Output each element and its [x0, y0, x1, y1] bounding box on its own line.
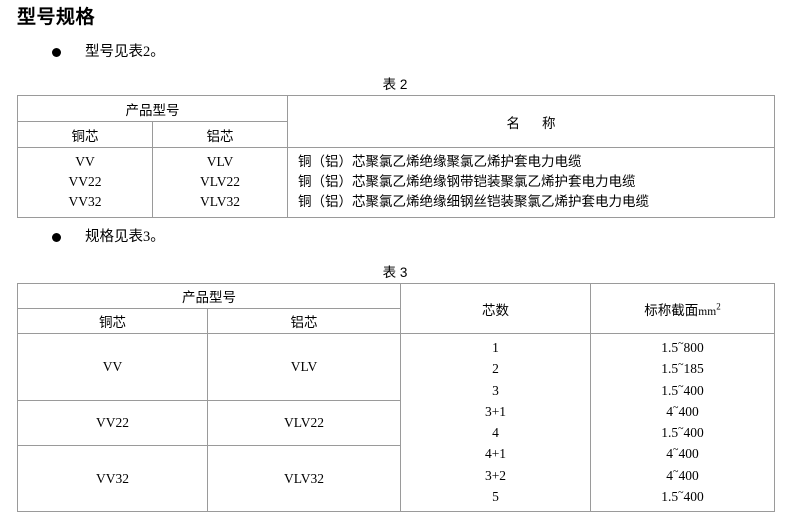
- bullet-dot-icon: [52, 47, 61, 57]
- table2-copper-model: VV22: [68, 174, 102, 189]
- table3-copper-model: VV32: [17, 444, 208, 512]
- table3-header-row-1: 产品型号 芯数 标称截面mm2: [17, 283, 775, 334]
- table2-header-aluminum-core: 铝芯: [152, 121, 288, 148]
- table3-header-aluminum-core: 铝芯: [207, 308, 401, 334]
- table3-body-row: VV32 VLV32: [17, 444, 775, 512]
- table3-core-count-value: 1: [492, 340, 499, 355]
- bullet-item-table2-ref: 型号见表2。: [52, 43, 165, 61]
- bullet-item-table3-ref: 规格见表3。: [52, 228, 165, 246]
- table3-core-counts: 1 2 3 3+1 4 4+1 3+2 5: [400, 332, 591, 512]
- table3-section-value: 1.5~185: [661, 359, 704, 377]
- table2-caption: 表 2: [382, 77, 408, 92]
- table3-body-row: VV22 VLV22: [17, 399, 775, 446]
- table3-copper-model: VV: [17, 333, 208, 401]
- table3-core-count-value: 4+1: [484, 446, 507, 462]
- table3-core-count-value: 3: [492, 382, 499, 398]
- table2-header-name: 名称: [287, 95, 775, 148]
- table3-body-row: VV VLV 1 2 3 3+1 4 4+1 3+2 5 1.5~800 1.5…: [17, 332, 775, 512]
- table2-aluminum-models: VLV VLV22 VLV32: [152, 147, 288, 218]
- table3-section-value: 1.5~400: [661, 487, 704, 505]
- table2-header-name-part1: 名: [506, 115, 521, 131]
- table3-core-count-value: 4: [492, 425, 499, 441]
- table2-copper-model: VV: [75, 154, 95, 169]
- table3-section-value: 4~400: [666, 466, 699, 483]
- table2-aluminum-model: VLV: [206, 154, 234, 169]
- table-model-designations: 产品型号 名称 铜芯 铝芯 VV VV22 VV32 VLV: [17, 95, 775, 218]
- table2-header-row-1: 产品型号 名称: [17, 95, 775, 148]
- table3-section-value: 1.5~800: [661, 338, 704, 355]
- table3-header-unit: mm: [698, 305, 717, 318]
- table3-aluminum-model: VLV: [207, 333, 401, 401]
- table2-body-row: VV VV22 VV32 VLV VLV22 VLV32 铜（铝）芯聚氯乙烯绝缘…: [17, 147, 775, 218]
- table2-header-copper-core: 铜芯: [17, 121, 153, 148]
- table2-name-value: 铜（铝）芯聚氯乙烯绝缘聚氯乙烯护套电力电缆: [298, 154, 582, 169]
- table3-header-nominal-section-label: 标称截面: [644, 302, 699, 318]
- table3-section-value: 1.5~400: [661, 423, 704, 441]
- page-title: 型号规格: [17, 7, 96, 28]
- bullet-item-label: 型号见表2。: [85, 44, 165, 60]
- table2-name-value: 铜（铝）芯聚氯乙烯绝缘细钢丝铠装聚氯乙烯护套电力电缆: [298, 194, 649, 209]
- table3-section-value: 4~400: [666, 402, 699, 419]
- table3-nominal-sections: 1.5~800 1.5~185 1.5~400 4~400 1.5~400 4~…: [590, 332, 775, 512]
- table3-header-unit-exponent: 2: [716, 301, 721, 311]
- table3-copper-model: VV22: [17, 399, 208, 446]
- table2-name-value: 铜（铝）芯聚氯乙烯绝缘钢带铠装聚氯乙烯护套电力电缆: [298, 174, 636, 189]
- table2-copper-model: VV32: [68, 194, 102, 209]
- table3-section-value: 4~400: [666, 444, 699, 462]
- table3-header-row-2: 铜芯 铝芯: [17, 308, 775, 334]
- table2-aluminum-model: VLV22: [199, 174, 240, 189]
- bullet-item-label: 规格见表3。: [85, 229, 165, 245]
- table3-core-count-value: 5: [492, 489, 499, 505]
- table2-header-product-model: 产品型号: [17, 95, 288, 122]
- table3-header-product-model: 产品型号: [17, 283, 401, 309]
- table3-caption: 表 3: [382, 265, 408, 280]
- table2-names: 铜（铝）芯聚氯乙烯绝缘聚氯乙烯护套电力电缆 铜（铝）芯聚氯乙烯绝缘钢带铠装聚氯乙…: [287, 147, 775, 218]
- table2-header-row-2: 铜芯 铝芯: [17, 121, 775, 148]
- bullet-dot-icon: [52, 232, 61, 242]
- table2-header-name-part2: 称: [542, 115, 556, 131]
- table3-aluminum-model: VLV32: [207, 444, 401, 512]
- table3-core-count-value: 3+1: [484, 403, 507, 419]
- table3-core-count-value: 2: [492, 361, 499, 377]
- table3-section-value: 1.5~400: [661, 381, 704, 398]
- table-specifications: 产品型号 芯数 标称截面mm2 铜芯 铝芯 VV VLV 1 2 3 3+1 4: [17, 283, 775, 512]
- table3-header-nominal-section: 标称截面mm2: [590, 283, 775, 334]
- table3-core-count-value: 3+2: [484, 467, 507, 483]
- table3-header-copper-core: 铜芯: [17, 308, 208, 334]
- table2-aluminum-model: VLV32: [199, 194, 240, 209]
- table3-aluminum-model: VLV22: [207, 399, 401, 446]
- table2-copper-models: VV VV22 VV32: [17, 147, 153, 218]
- table3-header-core-count: 芯数: [400, 283, 591, 334]
